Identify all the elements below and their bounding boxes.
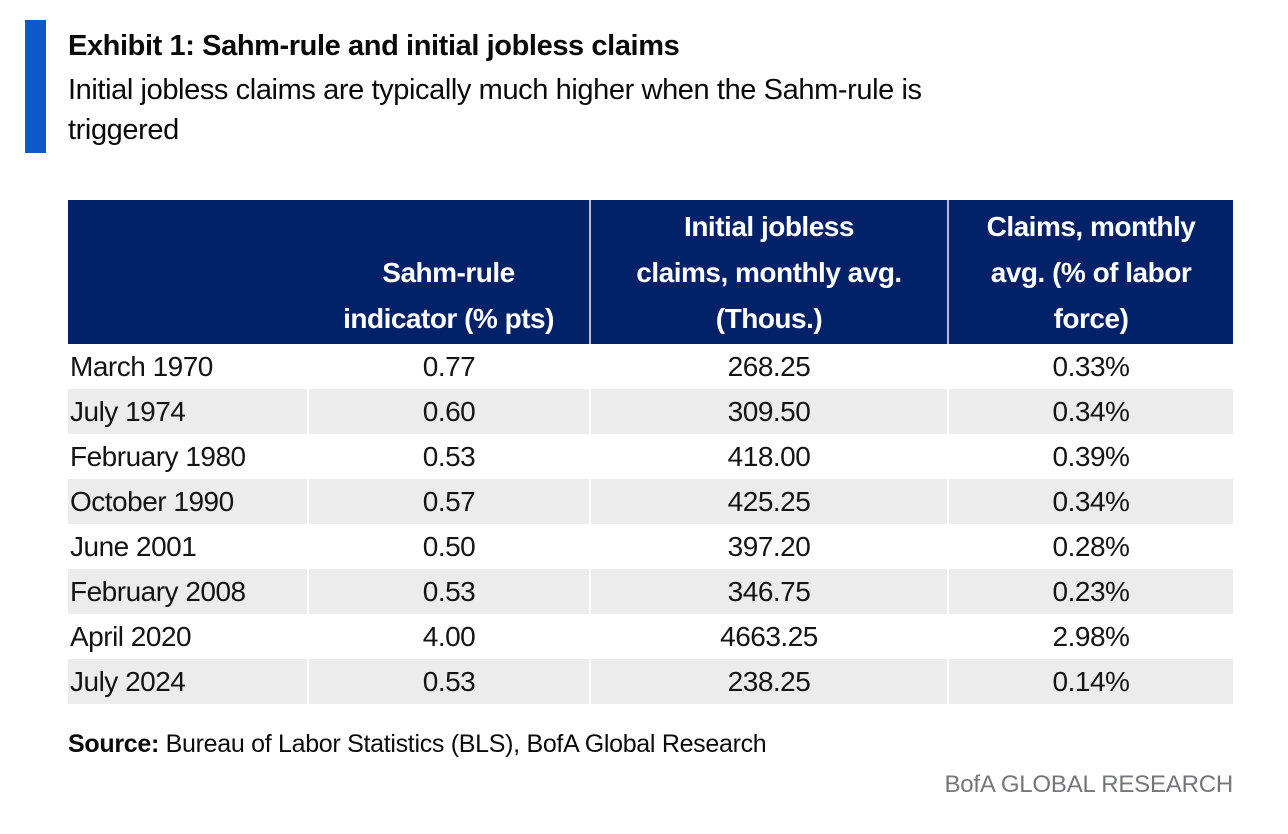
period-cell: April 2020: [70, 620, 192, 652]
table-row: July 1974 0.60 309.50 0.34%: [68, 389, 1233, 434]
claims-thousands-cell: 425.25: [589, 479, 948, 524]
period-cell: February 2008: [68, 569, 308, 614]
table-row: March 1970 0.77 268.25 0.33%: [68, 344, 1233, 389]
claims-thousands-cell: 418.00: [589, 434, 948, 479]
sahm-indicator-cell: 0.77: [307, 344, 590, 389]
table-row: February 2008 0.53 346.75 0.23%: [68, 569, 1233, 614]
sahm-indicator-cell: 0.53: [307, 659, 590, 704]
sahm-indicator-cell: 0.50: [307, 524, 590, 569]
claims-percent-cell: 0.14%: [947, 659, 1233, 704]
claims-percent-cell: 0.23%: [947, 569, 1233, 614]
source-text: Bureau of Labor Statistics (BLS), BofA G…: [158, 730, 767, 758]
period-cell: March 1970: [70, 350, 213, 382]
claims-percent-cell: 0.39%: [947, 434, 1233, 479]
claims-thousands-cell: 238.25: [589, 659, 948, 704]
claims-percent-cell: 0.34%: [947, 389, 1233, 434]
table-row: July 2024 0.53 238.25 0.14%: [68, 659, 1233, 704]
claims-thousands-cell: 309.50: [589, 389, 948, 434]
sahm-indicator-cell: 0.57: [307, 479, 590, 524]
brand-footer: BofA GLOBAL RESEARCH: [944, 771, 1233, 798]
period-cell: June 2001: [70, 530, 197, 562]
table-row: June 2001 0.50 397.20 0.28%: [68, 524, 1233, 569]
exhibit-accent-bar: [25, 20, 46, 153]
source-label: Source:: [68, 730, 159, 758]
claims-percent-cell: 0.34%: [947, 479, 1233, 524]
table-row: October 1990 0.57 425.25 0.34%: [68, 479, 1233, 524]
table-row: February 1980 0.53 418.00 0.39%: [68, 434, 1233, 479]
sahm-indicator-cell: 0.53: [307, 434, 590, 479]
claims-percent-cell: 0.28%: [947, 524, 1233, 569]
exhibit-title: Exhibit 1: Sahm-rule and initial jobless…: [68, 30, 680, 62]
table-row: April 2020 4.00 4663.25 2.98%: [68, 614, 1233, 659]
table-body: March 1970 0.77 268.25 0.33% July 1974 0…: [68, 344, 1233, 704]
claims-percent-cell: 0.33%: [947, 344, 1233, 389]
claims-thousands-cell: 346.75: [589, 569, 948, 614]
table-header-row: Sahm-rule indicator (% pts) Initial jobl…: [68, 200, 1233, 344]
period-cell: October 1990: [68, 479, 308, 524]
sahm-indicator-cell: 0.53: [307, 569, 590, 614]
header-cell-sahm-rule-indicator: Sahm-rule indicator (% pts): [308, 200, 590, 344]
period-cell: February 1980: [70, 440, 246, 472]
exhibit-data-table: Sahm-rule indicator (% pts) Initial jobl…: [68, 200, 1233, 704]
period-cell: July 1974: [68, 389, 308, 434]
claims-thousands-cell: 4663.25: [589, 614, 948, 659]
claims-thousands-cell: 397.20: [589, 524, 948, 569]
source-line: Source: Bureau of Labor Statistics (BLS)…: [68, 730, 1233, 759]
period-cell: July 2024: [68, 659, 308, 704]
claims-thousands-cell: 268.25: [589, 344, 948, 389]
header-cell-initial-jobless-claims: Initial jobless claims, monthly avg. (Th…: [589, 200, 948, 344]
exhibit-container: Exhibit 1: Sahm-rule and initial jobless…: [68, 0, 1233, 799]
sahm-indicator-cell: 4.00: [307, 614, 590, 659]
table-header: Sahm-rule indicator (% pts) Initial jobl…: [68, 200, 1233, 344]
header-cell-period: [68, 200, 308, 344]
claims-percent-cell: 2.98%: [947, 614, 1233, 659]
exhibit-subtitle: Initial jobless claims are typically muc…: [68, 74, 922, 146]
header-cell-claims-pct-labor-force: Claims, monthly avg. (% of labor force): [947, 200, 1233, 344]
sahm-indicator-cell: 0.60: [307, 389, 590, 434]
